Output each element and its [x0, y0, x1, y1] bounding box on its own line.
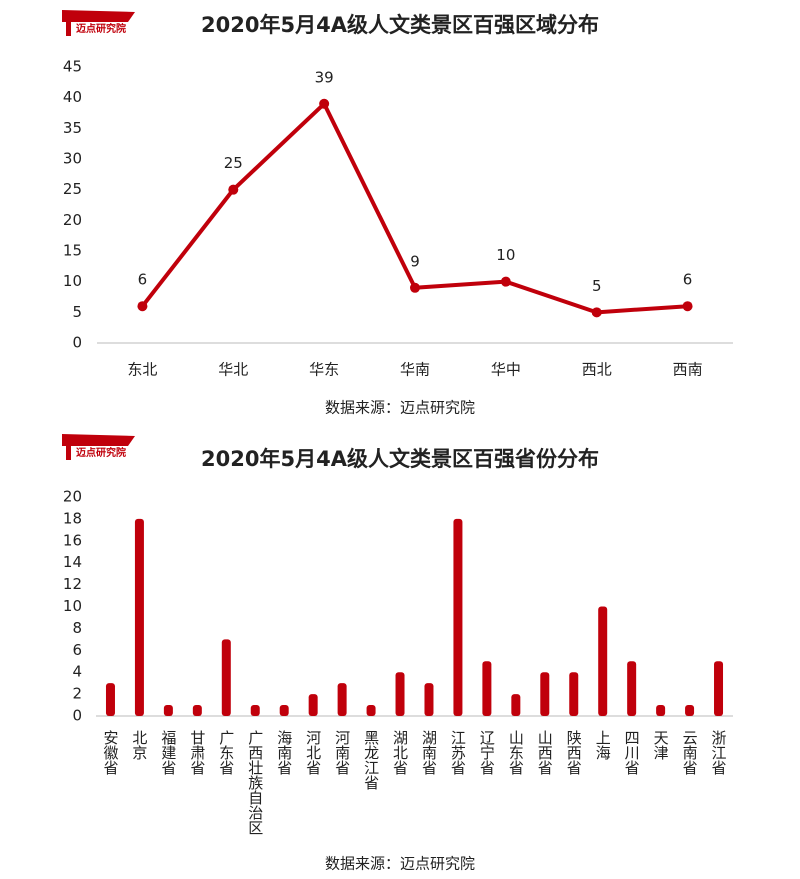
x-tick-label: 华北	[218, 361, 248, 379]
bar	[482, 661, 492, 716]
bar	[511, 694, 521, 716]
y-tick-label: 8	[72, 619, 82, 637]
bar	[366, 705, 376, 716]
y-tick-label: 30	[63, 150, 82, 168]
x-tick-label: 黑龙江省	[362, 730, 380, 790]
bar	[221, 639, 231, 716]
y-tick-label: 20	[63, 488, 82, 506]
point	[228, 184, 239, 195]
bar	[598, 606, 608, 716]
bar	[714, 661, 724, 716]
value-label: 25	[224, 154, 243, 172]
x-tick-label: 河北省	[304, 730, 322, 775]
y-tick-label: 0	[72, 334, 82, 352]
source: 数据来源：迈点研究院	[325, 399, 475, 417]
x-tick-label: 湖南省	[420, 730, 438, 775]
x-tick-label: 天津	[652, 730, 670, 760]
bar	[105, 683, 115, 716]
bar	[540, 672, 550, 716]
y-tick-label: 14	[63, 553, 82, 571]
x-tick-label: 华中	[491, 361, 521, 379]
y-tick-label: 10	[63, 597, 82, 615]
bar	[453, 518, 463, 716]
logo-text: 迈点研究院	[76, 22, 126, 35]
x-tick-label: 广东省	[217, 730, 235, 775]
value-label: 39	[315, 68, 334, 86]
point	[591, 307, 602, 318]
y-tick-label: 12	[63, 575, 82, 593]
y-tick-label: 2	[72, 685, 82, 703]
line	[140, 101, 688, 315]
point	[319, 98, 330, 109]
x-tick-label: 云南省	[681, 730, 699, 775]
x-tick-label: 陕西省	[565, 730, 583, 775]
y-tick-label: 20	[63, 211, 82, 229]
bar	[395, 672, 405, 716]
x-tick-label: 华南	[400, 361, 430, 379]
bar	[192, 705, 202, 716]
bar	[627, 661, 637, 716]
y-tick-label: 5	[72, 303, 82, 321]
x-tick-label: 湖北省	[391, 730, 409, 775]
point	[500, 276, 511, 287]
x-tick-label: 海南省	[275, 730, 293, 775]
x-tick-label: 北京	[130, 730, 148, 761]
x-tick-label: 辽宁省	[478, 730, 496, 775]
x-tick-label: 山西省	[536, 730, 554, 775]
logo-2: 迈点研究院	[62, 434, 135, 460]
bar	[685, 705, 695, 716]
bar	[337, 683, 347, 716]
value-label: 9	[410, 252, 420, 270]
x-tick-label: 江苏省	[449, 730, 467, 775]
bar	[279, 705, 289, 716]
y-tick-label: 25	[63, 180, 82, 198]
y-tick-label: 40	[63, 88, 82, 106]
source: 数据来源：迈点研究院	[325, 855, 475, 873]
y-tick-label: 0	[72, 707, 82, 725]
bar	[163, 705, 173, 716]
value-label: 6	[138, 271, 148, 289]
y-tick-label: 4	[72, 663, 82, 681]
y-tick-label: 15	[63, 242, 82, 260]
x-tick-label: 西南	[673, 361, 703, 379]
bar	[308, 694, 318, 716]
x-tick-label: 安徽省	[101, 730, 119, 775]
chart-title: 2020年5月4A级人文类景区百强省份分布	[201, 447, 599, 471]
chart-title: 2020年5月4A级人文类景区百强区域分布	[201, 13, 599, 37]
x-tick-label: 河南省	[333, 730, 351, 775]
bar	[134, 518, 144, 716]
y-tick-label: 6	[72, 641, 82, 659]
logo-text: 迈点研究院	[76, 446, 126, 459]
y-tick-label: 45	[63, 58, 82, 76]
bar	[569, 672, 579, 716]
value-label: 6	[683, 271, 693, 289]
y-tick-label: 10	[63, 272, 82, 290]
x-tick-label: 福建省	[159, 730, 177, 775]
x-tick-label: 浙江省	[710, 730, 728, 775]
bar	[250, 705, 260, 716]
y-tick-label: 16	[63, 531, 82, 549]
y-tick-label: 18	[63, 509, 82, 527]
point	[137, 301, 148, 312]
value-label: 5	[592, 277, 602, 295]
x-tick-label: 四川省	[623, 730, 641, 775]
value-label: 10	[496, 246, 515, 264]
point	[682, 301, 693, 312]
logo-1: 迈点研究院	[62, 10, 135, 36]
x-tick-label: 山东省	[507, 730, 525, 775]
x-tick-label: 东北	[127, 361, 157, 379]
y-tick-label: 35	[63, 119, 82, 137]
point	[410, 282, 420, 293]
x-tick-label: 上海	[594, 730, 612, 760]
x-tick-label: 广西壮族自治区	[246, 730, 264, 835]
bar	[424, 683, 434, 716]
x-tick-label: 甘肃省	[188, 730, 206, 775]
x-tick-label: 华东	[309, 361, 339, 379]
x-tick-label: 西北	[582, 361, 612, 379]
bar	[656, 705, 666, 716]
